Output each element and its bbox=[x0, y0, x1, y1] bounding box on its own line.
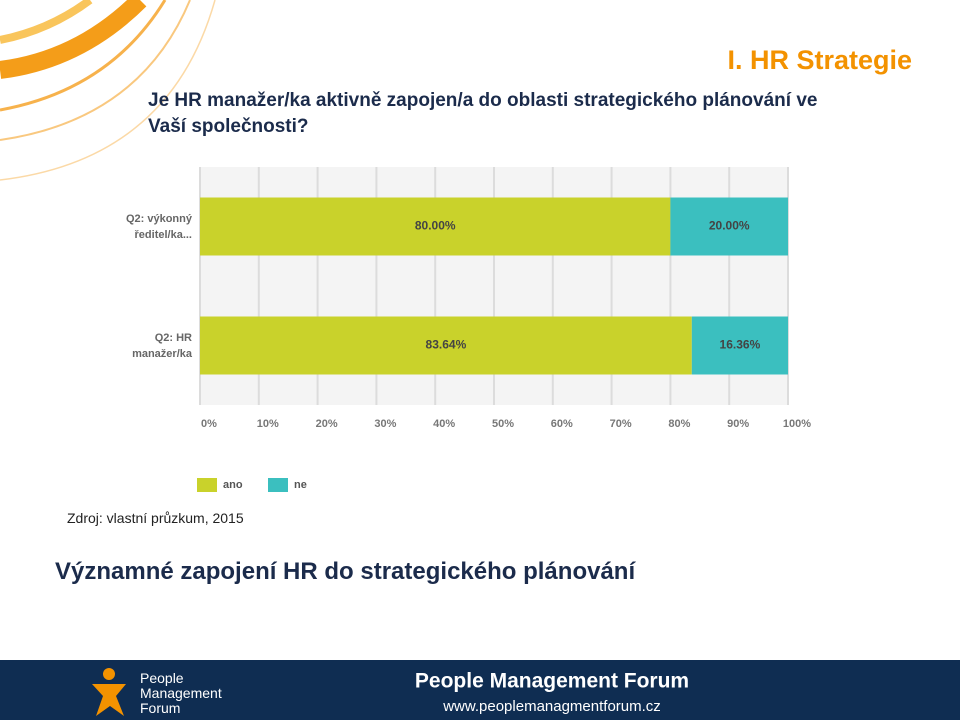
x-tick-label: 90% bbox=[727, 418, 749, 430]
legend-swatch bbox=[197, 478, 217, 492]
x-tick-label: 80% bbox=[668, 418, 690, 430]
conclusion: Významné zapojení HR do strategického pl… bbox=[55, 558, 636, 585]
decoration bbox=[0, 0, 216, 181]
x-tick-label: 70% bbox=[610, 418, 632, 430]
source: Zdroj: vlastní průzkum, 2015 bbox=[67, 510, 244, 526]
bar-segment bbox=[200, 197, 671, 256]
bar-segment bbox=[200, 316, 692, 375]
data-label: 16.36% bbox=[720, 338, 761, 352]
legend-label: ano bbox=[223, 479, 243, 491]
x-tick-label: 20% bbox=[316, 418, 338, 430]
data-label: 20.00% bbox=[709, 219, 750, 233]
logo-icon bbox=[92, 668, 126, 716]
footer-url: www.peoplemanagmentforum.cz bbox=[442, 698, 661, 715]
x-tick-label: 0% bbox=[201, 418, 217, 430]
x-tick-label: 30% bbox=[374, 418, 396, 430]
section-title: I. HR Strategie bbox=[727, 45, 912, 75]
bar-segment bbox=[691, 316, 788, 375]
legend-label: ne bbox=[294, 479, 307, 491]
legend-swatch bbox=[268, 478, 288, 492]
footer-bar bbox=[0, 660, 960, 720]
bar-segment bbox=[670, 197, 788, 256]
x-tick-label: 100% bbox=[783, 418, 811, 430]
data-label: 80.00% bbox=[415, 219, 456, 233]
x-tick-label: 40% bbox=[433, 418, 455, 430]
footer-logo-text: People Management Forum bbox=[140, 670, 222, 716]
y-tick-label: Q2: výkonný ředitel/ka... bbox=[125, 212, 192, 241]
x-tick-label: 50% bbox=[492, 418, 514, 430]
footer-brand: People Management Forum bbox=[415, 670, 689, 693]
question: Je HR manažer/ka aktivně zapojen/a do ob… bbox=[148, 90, 818, 137]
x-tick-label: 10% bbox=[257, 418, 279, 430]
y-tick-label: Q2: HR manažer/ka bbox=[132, 331, 192, 360]
data-label: 83.64% bbox=[426, 338, 467, 352]
x-tick-label: 60% bbox=[551, 418, 573, 430]
